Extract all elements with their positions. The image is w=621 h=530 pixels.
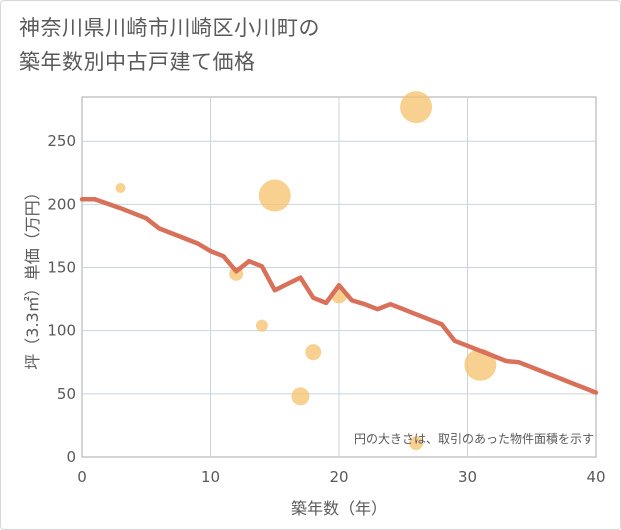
x-tick-label: 30 (458, 468, 477, 486)
chart-title-line2: 築年数別中古戸建て価格 (19, 50, 256, 74)
y-tick-labels: 0 50 100 150 200 250 (47, 132, 76, 466)
scatter-point (115, 182, 126, 193)
trend-line (79, 197, 599, 395)
y-tick-label: 100 (47, 322, 76, 340)
x-tick-labels: 0 10 20 30 40 (77, 468, 605, 486)
y-tick-label: 150 (47, 259, 76, 277)
scatter-points (115, 91, 497, 451)
y-tick-label: 250 (47, 132, 76, 150)
x-tick-label: 0 (77, 468, 87, 486)
trend-line-path (79, 197, 599, 395)
chart-title-line1: 神奈川県川崎市川崎区小川町の (19, 16, 320, 40)
gridlines (82, 97, 596, 457)
scatter-point (409, 436, 424, 451)
scatter-point (400, 91, 433, 124)
y-tick-label: 200 (47, 195, 76, 213)
size-annotation: 円の大きさは、取引のあった物件面積を示す (354, 431, 594, 446)
y-axis-title: 坪（3.3㎡）単価（万円） (23, 184, 42, 369)
scatter-point (464, 348, 497, 381)
y-tick-label: 0 (66, 448, 76, 466)
chart-title: 神奈川県川崎市川崎区小川町の 築年数別中古戸建て価格 (19, 11, 320, 79)
scatter-point (291, 387, 310, 406)
x-tick-label: 10 (201, 468, 220, 486)
scatter-point (258, 179, 291, 212)
scatter-point (305, 344, 322, 361)
x-axis-title: 築年数（年） (291, 499, 387, 518)
scatter-point (255, 319, 268, 332)
x-tick-label: 40 (586, 468, 605, 486)
y-tick-label: 50 (57, 385, 76, 403)
x-tick-label: 20 (329, 468, 348, 486)
